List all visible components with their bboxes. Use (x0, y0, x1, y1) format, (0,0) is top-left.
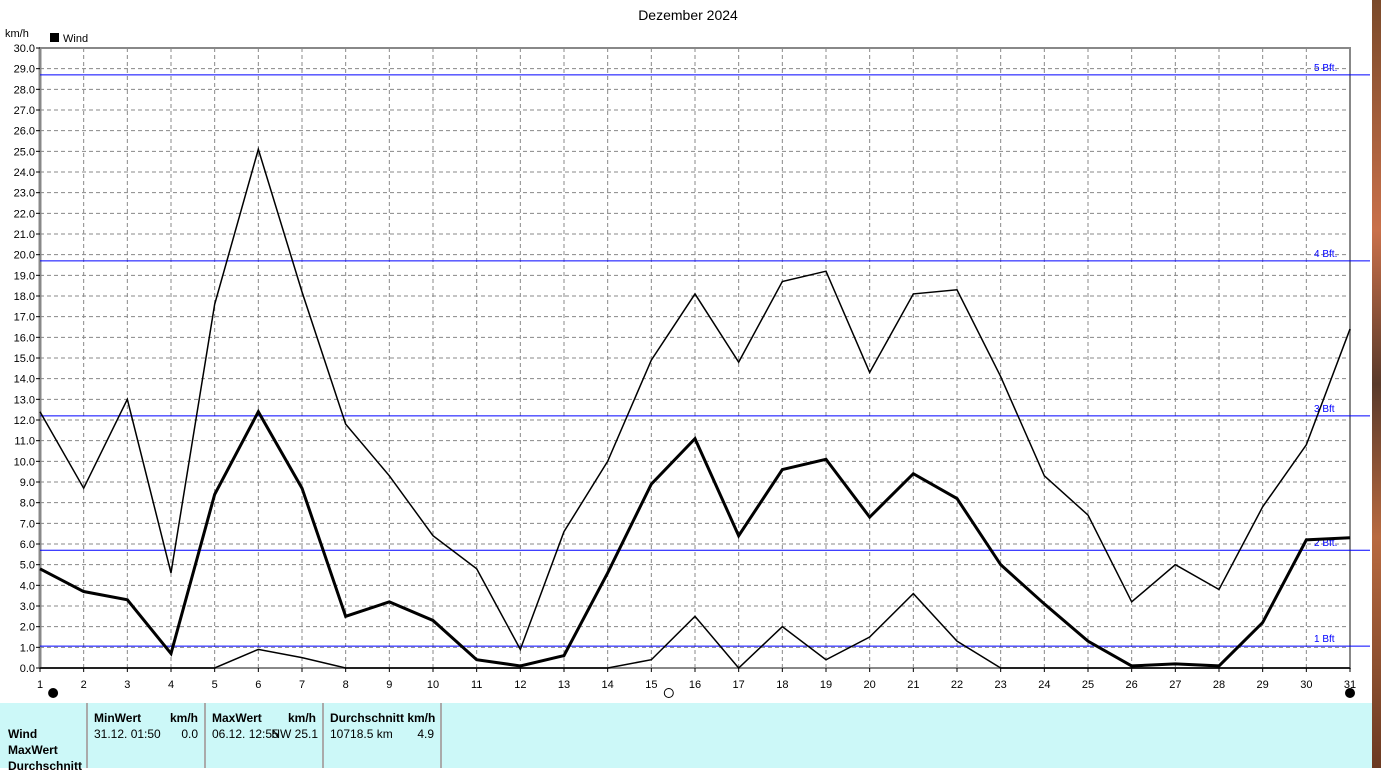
y-tick-label: 27.0 (14, 105, 35, 117)
y-tick-label: 11.0 (14, 436, 35, 448)
x-tick-label: 24 (1038, 679, 1050, 691)
x-tick-label: 1 (37, 679, 43, 691)
x-tick-label: 20 (864, 679, 876, 691)
y-tick-label: 5.0 (20, 560, 35, 572)
y-tick-label: 19.0 (14, 270, 35, 282)
y-tick-label: 3.0 (20, 601, 35, 613)
x-tick-label: 29 (1257, 679, 1269, 691)
x-tick-label: 9 (386, 679, 392, 691)
x-tick-label: 21 (907, 679, 919, 691)
beaufort-label: 1 Bft (1314, 634, 1335, 645)
x-tick-label: 2 (81, 679, 87, 691)
row-label-avg: Durchschnitt (8, 759, 82, 773)
avg-distance: 10718.5 km (330, 727, 393, 741)
x-tick-label: 19 (820, 679, 832, 691)
y-tick-label: 7.0 (20, 518, 35, 530)
background-photo-strip (1372, 0, 1381, 768)
new-moon-icon (49, 689, 58, 698)
y-axis-label: km/h (5, 28, 29, 40)
max-value: NW 25.1 (271, 727, 318, 741)
full-moon-icon (664, 689, 673, 698)
max-unit: km/h (288, 711, 316, 725)
y-tick-label: 23.0 (14, 188, 35, 200)
max-time: 06.12. 12:55 (212, 727, 279, 741)
x-tick-label: 13 (558, 679, 570, 691)
y-tick-label: 10.0 (14, 456, 35, 468)
legend-swatch (50, 33, 59, 42)
min-unit: km/h (170, 711, 198, 725)
beaufort-label: 4 Bft. (1314, 249, 1337, 260)
y-tick-label: 1.0 (20, 642, 35, 654)
y-tick-label: 2.0 (20, 622, 35, 634)
legend-label: Wind (63, 33, 88, 45)
avg-value: 4.9 (417, 727, 434, 741)
x-tick-label: 3 (124, 679, 130, 691)
y-tick-label: 8.0 (20, 498, 35, 510)
min-header: MinWert (94, 711, 141, 725)
x-tick-label: 11 (471, 679, 482, 691)
x-tick-label: 17 (733, 679, 745, 691)
y-tick-label: 28.0 (14, 84, 35, 96)
x-tick-label: 8 (343, 679, 349, 691)
y-tick-label: 25.0 (14, 146, 35, 158)
x-tick-label: 4 (168, 679, 174, 691)
y-tick-label: 17.0 (14, 312, 35, 324)
x-tick-label: 30 (1300, 679, 1312, 691)
y-tick-label: 30.0 (14, 43, 35, 55)
y-tick-label: 14.0 (14, 374, 35, 386)
y-tick-label: 16.0 (14, 332, 35, 344)
y-tick-label: 4.0 (20, 580, 35, 592)
x-tick-label: 7 (299, 679, 305, 691)
x-tick-label: 5 (212, 679, 218, 691)
y-tick-label: 0.0 (20, 663, 35, 675)
x-tick-label: 26 (1126, 679, 1138, 691)
y-tick-label: 9.0 (20, 477, 35, 489)
row-label-max: MaxWert (8, 743, 58, 757)
y-tick-label: 6.0 (20, 539, 35, 551)
y-tick-label: 12.0 (14, 415, 35, 427)
max-header: MaxWert (212, 711, 262, 725)
y-tick-label: 18.0 (14, 291, 35, 303)
x-tick-label: 14 (602, 679, 614, 691)
y-tick-label: 13.0 (14, 394, 35, 406)
min-time: 31.12. 01:50 (94, 727, 161, 741)
row-label-wind: Wind (8, 727, 37, 741)
avg-header: Durchschnitt km/h (330, 711, 435, 725)
x-tick-label: 25 (1082, 679, 1094, 691)
y-tick-label: 24.0 (14, 167, 35, 179)
new-moon-icon (1346, 689, 1355, 698)
y-tick-label: 15.0 (14, 353, 35, 365)
beaufort-label: 5 Bft. (1314, 63, 1337, 74)
x-tick-label: 22 (951, 679, 963, 691)
y-tick-label: 22.0 (14, 208, 35, 220)
x-tick-label: 23 (995, 679, 1007, 691)
y-tick-label: 21.0 (14, 229, 35, 241)
y-tick-label: 20.0 (14, 250, 35, 262)
stats-panel: Wind MaxWert Durchschnitt MinWert km/h 3… (0, 703, 1372, 768)
x-tick-label: 6 (255, 679, 261, 691)
y-tick-label: 26.0 (14, 126, 35, 138)
x-tick-label: 18 (776, 679, 788, 691)
x-tick-label: 28 (1213, 679, 1225, 691)
x-tick-label: 15 (645, 679, 657, 691)
min-value: 0.0 (181, 727, 198, 741)
beaufort-label: 3 Bft (1314, 404, 1335, 415)
x-tick-label: 12 (514, 679, 526, 691)
x-tick-label: 10 (427, 679, 439, 691)
x-tick-label: 27 (1169, 679, 1181, 691)
y-tick-label: 29.0 (14, 64, 35, 76)
x-tick-label: 16 (689, 679, 701, 691)
chart-title: Dezember 2024 (638, 7, 738, 23)
